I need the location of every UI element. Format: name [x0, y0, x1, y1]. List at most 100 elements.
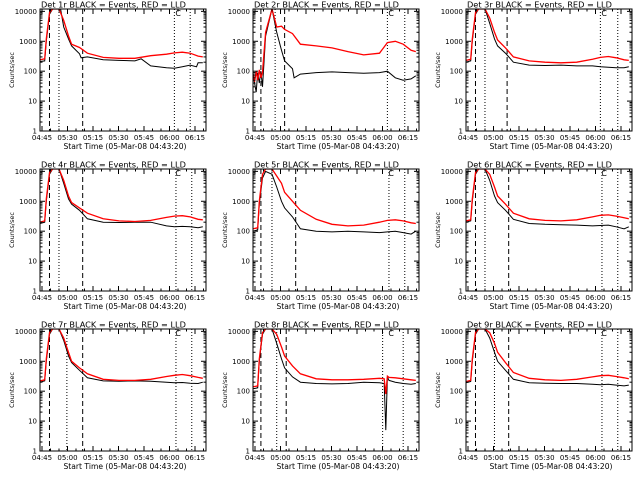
- x-tick-label: 06:00: [159, 134, 179, 142]
- plot-frame: [39, 8, 207, 132]
- y-axis-label: Counts/sec: [8, 212, 16, 248]
- y-tick-label: 10000: [441, 8, 463, 16]
- y-tick-label: 100: [24, 388, 37, 396]
- y-tick-label: 1: [246, 448, 250, 456]
- y-axis-label: Counts/sec: [434, 212, 442, 248]
- x-axis-label: Start Time (05-Mar-08 04:43:20): [63, 462, 186, 471]
- y-tick-label: 10000: [15, 168, 37, 176]
- y-tick-label: 1000: [19, 198, 37, 206]
- x-tick-label: 06:00: [159, 454, 179, 462]
- marker-label: C: [175, 329, 181, 338]
- chart-svg: 1 10 100 1000 10000 04:45 05:00 05:15 05:30 05:45…: [221, 320, 420, 471]
- marker-label: C: [601, 9, 607, 18]
- x-tick-label: 05:00: [483, 294, 503, 302]
- detector-panel-6: 1 10 100 1000 10000 04:45 05:00 05:15 05:30 05:45…: [426, 160, 639, 320]
- x-tick-label: 05:15: [296, 134, 316, 142]
- x-tick-label: 05:45: [560, 134, 580, 142]
- lld-series: [253, 329, 416, 395]
- y-tick-label: 10: [28, 258, 37, 266]
- x-tick-label: 05:30: [108, 294, 128, 302]
- detector-panel-7: 1 10 100 1000 10000 04:45 05:00 05:15 05:30 05:45…: [0, 320, 213, 480]
- y-tick-label: 1000: [232, 198, 250, 206]
- y-tick-label: 10000: [15, 328, 37, 336]
- y-tick-label: 10: [241, 98, 250, 106]
- x-tick-label: 05:45: [347, 294, 367, 302]
- y-tick-label: 1: [33, 128, 37, 136]
- detector-panel-8: 1 10 100 1000 10000 04:45 05:00 05:15 05:30 05:45…: [213, 320, 426, 480]
- events-series: [466, 169, 629, 230]
- x-tick-label: 04:45: [32, 294, 52, 302]
- plot-frame: [39, 328, 207, 452]
- marker-label: C: [175, 169, 181, 178]
- y-tick-label: 1000: [19, 358, 37, 366]
- chart-svg: 1 10 100 1000 10000 04:45 05:00 05:15 05:30 05:45…: [434, 160, 633, 311]
- x-tick-label: 05:00: [483, 134, 503, 142]
- x-tick-label: 04:45: [245, 134, 265, 142]
- y-tick-label: 100: [450, 228, 463, 236]
- lld-series: [253, 169, 416, 230]
- x-tick-label: 06:00: [585, 294, 605, 302]
- y-tick-label: 10: [454, 418, 463, 426]
- events-series: [466, 9, 629, 69]
- x-tick-label: 05:30: [534, 294, 554, 302]
- plot-frame: [252, 168, 420, 292]
- x-axis-label: Start Time (05-Mar-08 04:43:20): [276, 462, 399, 471]
- x-axis-label: Start Time (05-Mar-08 04:43:20): [63, 142, 186, 151]
- y-tick-label: 1: [246, 288, 250, 296]
- x-tick-label: 05:45: [560, 294, 580, 302]
- x-tick-label: 04:45: [458, 454, 478, 462]
- chart-svg: 1 10 100 1000 10000 04:45 05:00 05:15 05:30 05:45…: [221, 160, 420, 311]
- plot-frame: [465, 328, 633, 452]
- marker-label: C: [601, 329, 607, 338]
- plot-frame: [39, 168, 207, 292]
- x-tick-label: 05:45: [134, 134, 154, 142]
- x-tick-label: 05:30: [321, 294, 341, 302]
- x-axis-label: Start Time (05-Mar-08 04:43:20): [489, 462, 612, 471]
- marker-label: C: [388, 329, 394, 338]
- x-tick-label: 06:15: [611, 294, 631, 302]
- chart-title: Det 3r BLACK = Events, RED = LLD: [467, 0, 612, 10]
- x-tick-label: 05:30: [534, 134, 554, 142]
- x-tick-label: 05:45: [134, 454, 154, 462]
- x-tick-label: 06:00: [585, 454, 605, 462]
- y-axis-label: Counts/sec: [8, 372, 16, 408]
- x-tick-label: 05:45: [134, 294, 154, 302]
- x-tick-label: 05:00: [57, 454, 77, 462]
- x-tick-label: 05:15: [296, 294, 316, 302]
- x-tick-label: 05:00: [57, 294, 77, 302]
- detector-panel-4: 1 10 100 1000 10000 04:45 05:00 05:15 05:30 05:45…: [0, 160, 213, 320]
- chart-svg: 1 10 100 1000 10000 04:45 05:30 05:15 05:30 05:45…: [8, 0, 207, 151]
- y-tick-label: 1000: [232, 38, 250, 46]
- x-tick-label: 05:30: [321, 134, 341, 142]
- x-axis-label: Start Time (05-Mar-08 04:43:20): [63, 302, 186, 311]
- detector-panel-5: 1 10 100 1000 10000 04:45 05:00 05:15 05:30 05:45…: [213, 160, 426, 320]
- y-tick-label: 10: [241, 258, 250, 266]
- y-tick-label: 10000: [228, 328, 250, 336]
- x-axis-label: Start Time (05-Mar-08 04:43:20): [489, 142, 612, 151]
- x-tick-label: 06:00: [585, 134, 605, 142]
- marker-label: C: [175, 9, 181, 18]
- x-tick-label: 06:15: [611, 134, 631, 142]
- x-tick-label: 06:15: [611, 454, 631, 462]
- x-tick-label: 06:00: [372, 454, 392, 462]
- events-series: [40, 329, 203, 385]
- x-tick-label: 05:30: [108, 454, 128, 462]
- detector-panel-3: 1 10 100 1000 10000 04:45 05:00 05:15 05:30 05:45…: [426, 0, 639, 160]
- y-axis-label: Counts/sec: [221, 372, 229, 408]
- y-tick-label: 10: [454, 258, 463, 266]
- x-tick-label: 05:00: [270, 454, 290, 462]
- y-tick-label: 1: [33, 448, 37, 456]
- x-tick-label: 06:00: [372, 294, 392, 302]
- detector-panel-1: 1 10 100 1000 10000 04:45 05:30 05:15 05:30 05:45…: [0, 0, 213, 160]
- y-tick-label: 100: [450, 68, 463, 76]
- x-tick-label: 06:00: [159, 294, 179, 302]
- plot-frame: [465, 168, 633, 292]
- x-tick-label: 06:15: [185, 134, 205, 142]
- x-tick-label: 05:15: [83, 294, 103, 302]
- y-tick-label: 10000: [228, 168, 250, 176]
- x-axis-label: Start Time (05-Mar-08 04:43:20): [276, 302, 399, 311]
- marker-label: C: [388, 169, 394, 178]
- y-tick-label: 10000: [441, 328, 463, 336]
- chart-svg: 1 10 100 1000 10000 04:45 05:00 05:15 05:30 05:45…: [8, 160, 207, 311]
